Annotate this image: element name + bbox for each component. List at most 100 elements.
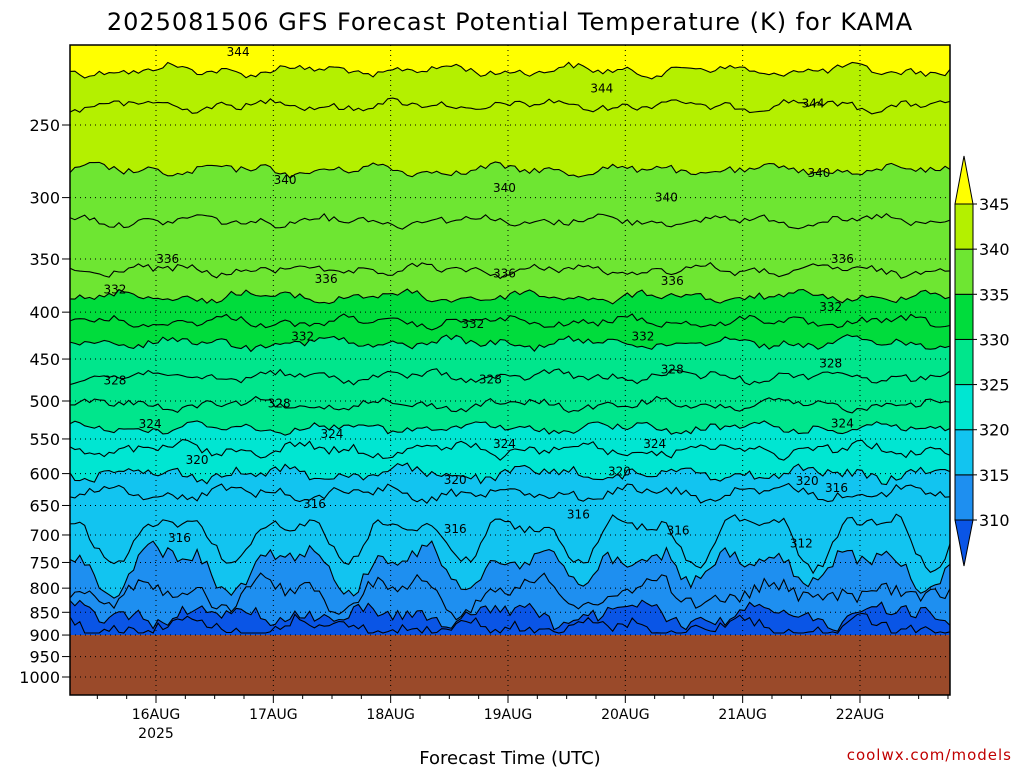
contour-line-312: [70, 572, 950, 621]
contour-label: 316: [168, 531, 191, 545]
contour-label: 320: [444, 473, 467, 487]
x-tick-label: 22AUG: [836, 707, 885, 723]
contour-line-342: [70, 97, 950, 115]
temperature-fill: [70, 45, 950, 636]
x-axis: 16AUG 17AUG 18AUG 19AUG 20AUG 21AUG 22AUG 2025: [96, 695, 949, 742]
colorbar-band: [954, 474, 974, 521]
contour-line-340: [70, 161, 950, 179]
fill-band-308: [70, 613, 950, 636]
colorbar-tick-label: 310: [979, 511, 1010, 530]
contour-line-318: [70, 482, 950, 504]
x-tick-label: 16AUG: [132, 707, 181, 723]
contour-label: 344: [590, 81, 613, 95]
contour-label: 316: [303, 497, 326, 511]
grid: [70, 45, 950, 695]
contour-label: 320: [186, 453, 209, 467]
contour-label: 316: [667, 523, 690, 537]
contour-lines: [70, 61, 950, 634]
y-tick-label: 950: [29, 648, 60, 667]
contour-label: 340: [807, 166, 830, 180]
contour-line-320: [70, 462, 950, 486]
colorbar-tick-label: 335: [979, 285, 1010, 304]
y-tick-label: 850: [29, 603, 60, 622]
contour-line-316: [70, 513, 950, 575]
colorbar: 310 315 320 325 330 335 340 345: [954, 155, 1010, 567]
y-tick-label: 650: [29, 496, 60, 515]
contour-label: 312: [790, 536, 813, 550]
contour-label: 336: [831, 252, 854, 266]
contour-line-330: [70, 334, 950, 353]
y-tick-label: 750: [29, 553, 60, 572]
contour-label: 328: [661, 363, 684, 377]
contour-line-344: [70, 61, 950, 80]
y-tick-label: 250: [29, 116, 60, 135]
contour-line-310: [70, 599, 950, 632]
colorbar-tick-label: 315: [979, 466, 1010, 485]
y-tick-label: 400: [29, 303, 60, 322]
x-tick-year-label: 2025: [138, 726, 174, 742]
y-tick-label: 450: [29, 350, 60, 369]
x-tick-label: 18AUG: [366, 707, 415, 723]
contour-label: 316: [567, 508, 590, 522]
chart-title: 2025081506 GFS Forecast Potential Temper…: [107, 8, 913, 36]
contour-line-328: [70, 368, 950, 386]
y-tick-label: 700: [29, 526, 60, 545]
contour-label: 332: [631, 329, 654, 343]
colorbar-tick-label: 330: [979, 330, 1010, 349]
colorbar-band: [954, 203, 974, 250]
x-tick-label: 20AUG: [601, 707, 650, 723]
contour-line-326: [70, 395, 950, 414]
contour-label: 344: [227, 45, 250, 59]
contour-label: 328: [103, 374, 126, 388]
colorbar-tick-label: 345: [979, 195, 1010, 214]
contour-label: 316: [444, 522, 467, 536]
contour-label: 336: [315, 272, 338, 286]
colorbar-extend-bottom: [954, 519, 974, 567]
contour-label: 340: [655, 191, 678, 205]
contour-label: 320: [796, 474, 819, 488]
contour-line-332: [70, 313, 950, 331]
contour-line-308: [70, 612, 950, 634]
contour-label: 324: [643, 437, 666, 451]
y-axis: 250 300 350 400 450 500 550 600 650 700 750 800 850 9…: [19, 116, 70, 687]
colorbar-band: [954, 293, 974, 340]
terrain-below-surface: [70, 635, 950, 695]
contour-label: 344: [802, 97, 825, 111]
contour-label: 324: [831, 416, 854, 430]
colorbar-band: [954, 248, 974, 295]
contour-label: 340: [274, 173, 297, 187]
y-tick-label: 300: [29, 189, 60, 208]
contour-label: 328: [268, 396, 291, 410]
x-tick-label: 21AUG: [718, 707, 767, 723]
contour-label: 324: [321, 427, 344, 441]
contour-label: 324: [139, 417, 162, 431]
contour-line-338: [70, 212, 950, 230]
contour-label: 328: [479, 373, 502, 387]
below-ground-area: [70, 635, 950, 695]
contour-label: 316: [825, 481, 848, 495]
contour-line-324: [70, 420, 950, 436]
contour-label: 324: [493, 437, 516, 451]
contour-label: 332: [461, 317, 484, 331]
contour-label: 328: [819, 356, 842, 370]
y-tick-label: 500: [29, 392, 60, 411]
contour-label: 332: [819, 300, 842, 314]
y-tick-label: 1000: [19, 668, 60, 687]
contour-label: 336: [156, 252, 179, 266]
colorbar-extend-top: [954, 155, 974, 205]
contour-labels: 344 344 344 340 340 340 340 336 336 336 336 336 332 3…: [103, 45, 853, 551]
y-tick-label: 900: [29, 626, 60, 645]
contour-label: 340: [493, 181, 516, 195]
contour-label: 332: [103, 283, 126, 297]
contour-line-322: [70, 439, 950, 461]
x-tick-label: 17AUG: [249, 707, 298, 723]
contour-line-334: [70, 288, 950, 305]
colorbar-tick-label: 320: [979, 421, 1010, 440]
colorbar-band: [954, 384, 974, 431]
colorbar-tick-label: 325: [979, 376, 1010, 395]
contour-line-336: [70, 261, 950, 280]
contour-label: 332: [291, 329, 314, 343]
contour-label: 336: [493, 266, 516, 280]
x-axis-label: Forecast Time (UTC): [419, 748, 600, 768]
y-tick-label: 350: [29, 250, 60, 269]
